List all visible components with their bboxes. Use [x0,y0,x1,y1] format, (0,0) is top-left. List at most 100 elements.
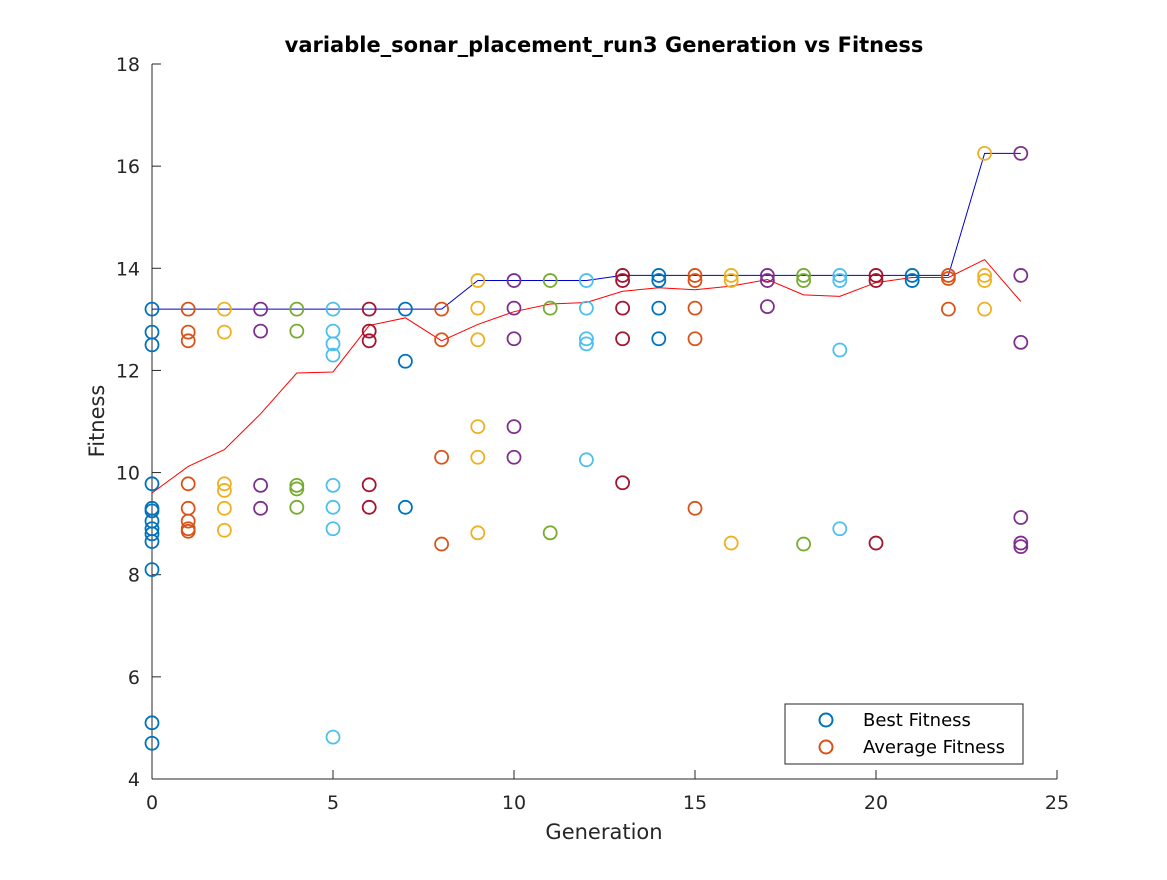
data-point-gen-7 [397,353,413,369]
x-tick-label: 15 [683,792,707,814]
data-point-gen-5 [325,336,341,352]
data-point-gen-0 [144,476,160,492]
data-point-gen-4 [289,477,305,493]
data-point-gen-4 [289,499,305,515]
data-point-gen-6 [361,477,377,493]
data-point-gen-1 [180,513,196,529]
data-point-gen-10 [506,419,522,435]
data-point-gen-3 [253,323,269,339]
data-point-gen-19 [832,521,848,537]
x-tick-label: 0 [146,792,158,814]
data-point-gen-6 [361,323,377,339]
axes: 0 5 10 15 20 25 4 6 8 10 12 14 16 18 [116,54,1069,814]
data-point-gen-2 [216,483,232,498]
y-axis-label: Fitness [85,385,109,458]
data-point-gen-20 [868,535,884,551]
legend-marker-best-fitness [818,712,834,728]
data-point-gen-5 [325,301,341,317]
data-point-gen-17 [760,268,775,283]
data-point-gen-24 [1013,334,1029,350]
data-point-gen-2 [216,500,232,516]
data-point-gen-12 [579,336,594,352]
data-point-gen-23 [977,145,992,161]
data-point-gen-14 [651,300,667,316]
data-point-gen-9 [470,273,486,288]
data-point-gen-9 [470,332,486,348]
data-point-gen-22 [941,271,956,286]
data-point-gen-6 [361,333,377,349]
data-point-gen-2 [216,476,232,492]
data-point-gen-10 [506,331,522,347]
data-point-gen-0 [144,337,160,353]
data-point-gen-5 [325,499,341,515]
data-point-gen-24 [1013,539,1029,555]
data-point-gen-3 [253,301,269,317]
data-point-gen-8 [434,301,450,317]
data-point-gen-22 [941,301,956,317]
x-axis-label: Generation [545,820,662,844]
data-point-gen-9 [470,525,486,541]
data-point-gen-8 [434,449,450,465]
data-point-gen-24 [1013,145,1029,161]
data-point-gen-16 [723,273,739,288]
data-point-gen-19 [832,342,848,358]
y-tick-label: 10 [116,463,140,485]
data-point-gen-1 [180,523,196,539]
data-point-gen-11 [542,300,558,316]
data-point-gen-0 [144,301,160,317]
data-point-gen-23 [977,301,992,317]
data-point-gen-0 [144,503,160,519]
x-tick-label: 25 [1045,792,1069,814]
data-point-gen-11 [542,273,558,288]
data-point-gen-14 [651,268,667,283]
data-point-gen-4 [289,323,305,339]
data-point-gen-9 [470,419,486,435]
data-point-gen-3 [253,477,269,493]
data-point-gen-19 [832,268,848,283]
data-point-gen-5 [325,729,341,745]
data-point-gen-13 [615,273,630,288]
data-point-gen-10 [506,449,522,465]
data-point-gen-12 [579,452,594,468]
data-point-gen-16 [723,268,739,283]
data-point-gen-2 [216,324,232,340]
data-point-gen-9 [470,449,486,465]
data-point-gen-0 [144,526,160,542]
data-point-gen-13 [615,300,630,316]
y-tick-label: 18 [116,54,140,76]
data-point-gen-15 [687,500,703,516]
legend: Best Fitness Average Fitness [784,703,1024,765]
data-point-gen-13 [615,331,630,347]
data-point-gen-23 [977,273,992,288]
chart-title: variable_sonar_placement_run3 Generation… [285,33,924,57]
data-point-gen-23 [977,268,992,283]
y-tick-label: 16 [116,156,140,178]
data-point-gen-2 [216,301,232,317]
legend-label-average-fitness: Average Fitness [863,737,1005,758]
data-point-gen-0 [144,534,160,549]
data-point-gen-2 [216,522,232,538]
data-point-gen-11 [542,525,558,541]
x-tick-label: 5 [327,792,339,814]
data-point-gen-15 [687,268,703,283]
legend-marker-average-fitness [818,739,834,755]
data-point-gen-16 [723,535,739,551]
data-point-gen-10 [506,300,522,316]
data-point-gen-8 [434,536,450,552]
data-point-gen-1 [180,324,196,340]
data-point-gen-14 [651,273,667,288]
data-point-gen-15 [687,300,703,316]
data-point-gen-8 [434,332,450,348]
data-point-gen-6 [361,499,377,515]
data-point-gen-0 [144,562,160,578]
y-tick-label: 12 [116,360,140,382]
plot-background [152,64,1057,779]
data-point-gen-14 [651,331,667,347]
data-point-gen-3 [253,500,269,516]
data-point-gen-19 [832,273,848,288]
data-point-gen-7 [397,301,413,317]
data-point-gen-4 [289,481,305,497]
data-point-gen-1 [180,301,196,317]
data-point-gen-21 [904,273,920,288]
data-point-gen-12 [579,273,594,288]
